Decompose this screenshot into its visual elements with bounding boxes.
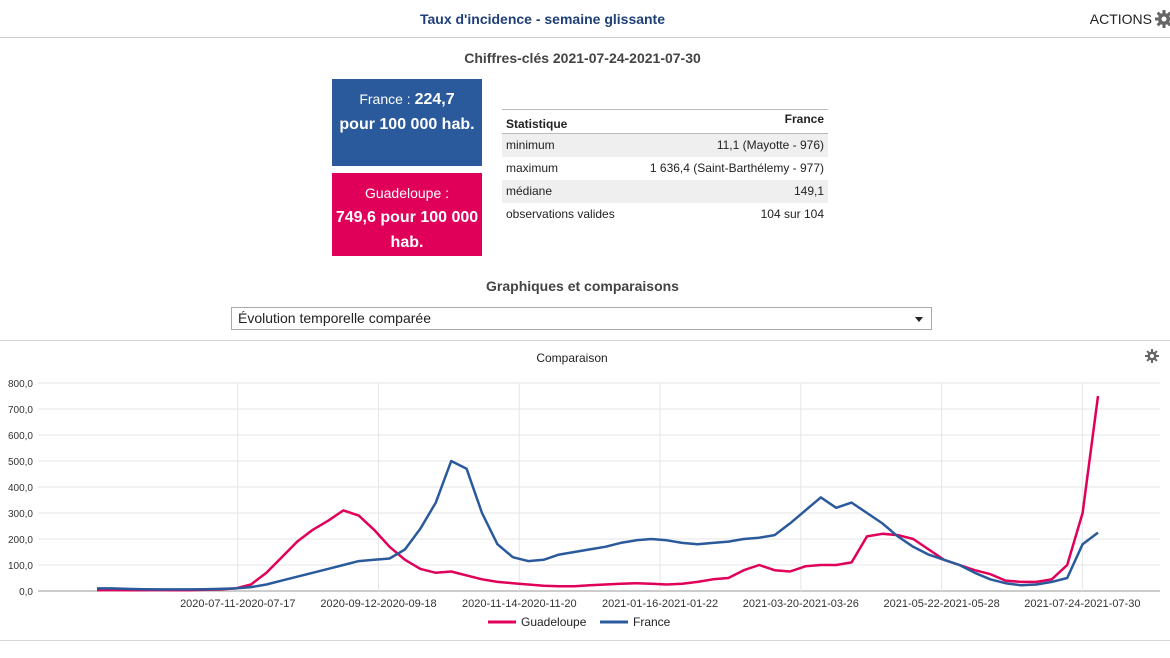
column-header-france: France [629,109,828,134]
stat-name: observations valides [506,207,615,221]
guadeloupe-label: Guadeloupe : [364,185,450,201]
statistics-table: Statistique France minimum 11,1 (Mayotte… [502,109,828,226]
gear-icon[interactable] [1154,9,1170,29]
y-tick-label: 100,0 [8,561,33,572]
series-line-guadeloupe [96,395,1100,592]
page-title: Taux d'incidence - semaine glissante [419,11,666,27]
y-tick-label: 400,0 [8,483,33,494]
guadeloupe-value: 749,6 pour 100 000 hab. [335,209,479,251]
france-unit: pour 100 000 hab. [339,116,475,133]
x-tick-label: 2021-01-16-2021-01-22 [602,598,718,610]
x-tick-label: 2020-07-11-2020-07-17 [180,598,295,610]
stat-value: 11,1 (Mayotte - 976) [629,133,828,157]
actions-menu-button[interactable]: ACTIONS [1090,11,1152,27]
chart-grid [38,382,1160,592]
stat-name: médiane [502,179,630,203]
select-value: Évolution temporelle comparée [238,310,431,326]
comparisons-title: Graphiques et comparaisons [486,278,679,294]
table-row: minimum 11,1 (Mayotte - 976) [502,133,828,157]
column-header-statistic: Statistique [502,109,630,134]
x-tick-label: 2021-05-22-2021-05-28 [883,598,999,610]
y-tick-label: 0,0 [19,587,33,598]
x-tick-label: 2021-03-20-2021-03-26 [743,598,859,610]
y-tick-label: 200,0 [8,535,33,546]
actions-label: ACTIONS [1089,11,1152,27]
series-line-france [97,459,1099,591]
france-label: France : [359,91,411,107]
gear-icon[interactable] [1145,349,1159,363]
table-row: médiane 149,1 [502,179,828,203]
chart-title: Comparaison [536,351,607,365]
table-row: maximum 1 636,4 (Saint-Barthélemy - 977) [502,157,828,180]
legend-item-label: Guadeloupe [521,615,587,629]
y-tick-label: 300,0 [8,509,33,520]
table-row: observations valides 104 sur 104 [502,203,828,226]
comparison-chart: Comparaison 0,0 100,0 200,0 300,0 400,0 500,0… [8,349,1160,629]
stat-name: minimum [502,133,630,157]
table-header-row: Statistique France [502,109,828,134]
stat-value: 104 sur 104 [760,207,824,221]
series-lines [96,395,1100,592]
y-tick-label: 700,0 [8,405,33,416]
caret-down-icon [915,317,923,322]
x-tick-label: 2020-11-14-2020-11-20 [462,598,577,610]
x-tick-label: 2021-07-24-2021-07-30 [1024,598,1140,610]
y-tick-label: 600,0 [8,431,33,442]
chart-legend[interactable]: Guadeloupe France [488,615,671,629]
stat-name: maximum [506,161,559,175]
y-axis: 0,0 100,0 200,0 300,0 400,0 500,0 600,0 700,0 80… [8,379,33,598]
guadeloupe-figure-box: Guadeloupe : 749,6 pour 100 000 hab. [332,173,482,256]
top-bar: Taux d'incidence - semaine glissante ACT… [0,0,1170,38]
x-axis: 2020-07-11-2020-07-17 2020-09-12-2020-09-… [180,598,1140,610]
legend-item-label: France [633,615,671,629]
key-figures-title: Chiffres-clés 2021-07-24-2021-07-30 [464,50,701,66]
divider [0,340,1170,341]
y-tick-label: 500,0 [8,457,33,468]
stat-value: 149,1 [629,179,828,203]
france-figure-box: France : 224,7 pour 100 000 hab. [332,79,482,166]
chart-type-select[interactable]: Évolution temporelle comparée [231,307,932,330]
x-tick-label: 2020-09-12-2020-09-18 [320,598,436,610]
france-value: 224,7 [414,91,455,108]
divider [0,640,1170,641]
y-tick-label: 800,0 [8,379,33,390]
stat-value: 1 636,4 (Saint-Barthélemy - 977) [649,161,824,175]
